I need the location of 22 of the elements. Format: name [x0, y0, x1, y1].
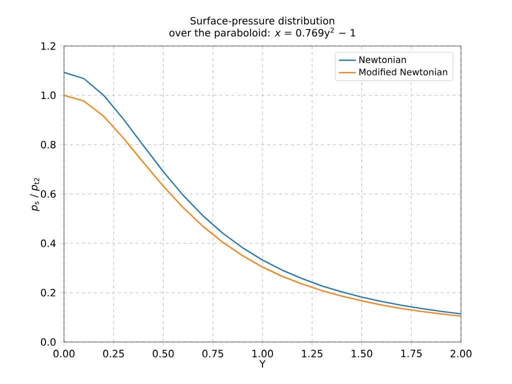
x-tick-label: 0.25: [103, 350, 124, 358]
x-tick-label: 1.50: [352, 350, 372, 358]
chart-title: Surface-pressure distribution: [190, 16, 334, 26]
y-axis-title: p$_{s}$ / p$_{t2}$: [30, 178, 40, 212]
x-tick-label: 0.75: [202, 350, 224, 358]
x-tick-label: 1.25: [302, 350, 322, 358]
x-tick-label: 0.00: [54, 350, 74, 358]
y-tick-label: 1.2: [41, 42, 56, 50]
x-tick-label: 2.00: [450, 350, 472, 358]
y-tick-label: 0.6: [40, 190, 56, 198]
chart-subtitle: over the paraboloid: x = 0.769y$^{2}$ − 1: [169, 28, 356, 38]
y-tick-label: 0.0: [40, 338, 56, 346]
x-tick-label: 0.50: [152, 350, 174, 358]
legend-label: Newtonian: [359, 56, 406, 64]
y-tick-label: 0.2: [40, 288, 56, 296]
y-tick-label: 1.0: [41, 92, 56, 100]
legend-label: Modified Newtonian: [359, 68, 448, 76]
x-tick-label: 1.00: [252, 350, 273, 358]
x-axis-title: Y: [259, 360, 266, 368]
y-tick-label: 0.8: [40, 140, 56, 148]
x-tick-label: 1.75: [401, 350, 422, 358]
y-tick-label: 0.4: [40, 240, 56, 248]
